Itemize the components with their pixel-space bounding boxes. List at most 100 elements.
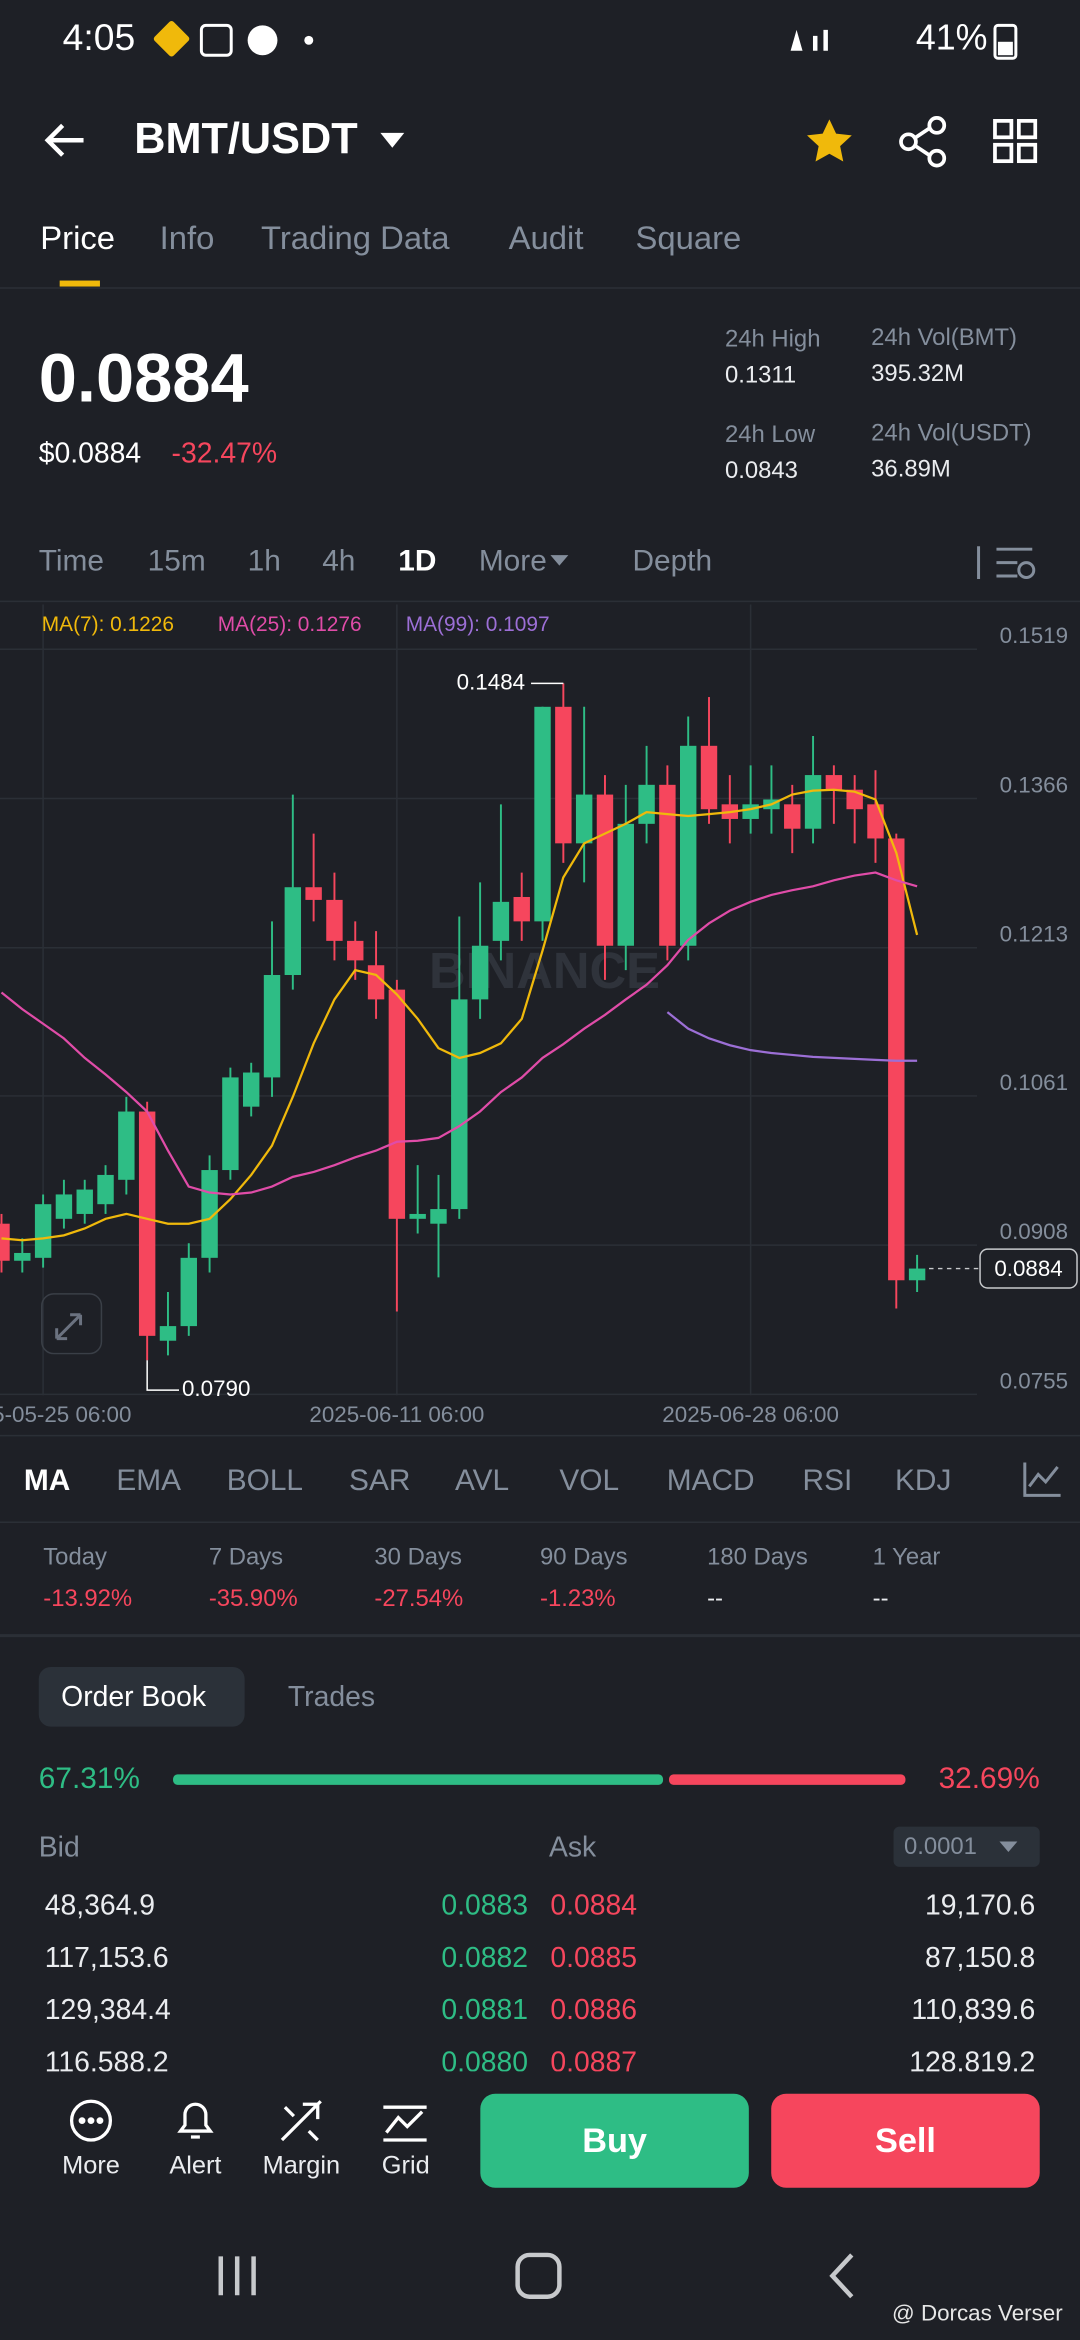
indicator-tab[interactable]: VOL [559, 1464, 619, 1497]
candle-body [784, 804, 801, 829]
trades-tab[interactable]: Trades [288, 1681, 375, 1713]
nav-bar[interactable] [218, 2252, 854, 2299]
expand-button[interactable] [41, 1293, 103, 1355]
max-label: 0.1484 [457, 669, 525, 694]
candle-body [159, 1326, 177, 1341]
period-label: Today [43, 1543, 107, 1570]
y-tick-label: 0.1366 [1000, 772, 1068, 797]
action-label[interactable]: Grid [382, 2152, 430, 2180]
layout-button[interactable] [993, 119, 1038, 164]
buy-button-bg[interactable] [480, 2093, 749, 2188]
price-change: -32.47% [172, 438, 277, 470]
bid-header: Bid [39, 1831, 80, 1863]
candle-body [76, 1189, 93, 1214]
period-change: -1.23% [540, 1585, 616, 1612]
candle-body [242, 1072, 260, 1107]
action-icons[interactable] [69, 2099, 427, 2142]
precision-value[interactable]: 0.0001 [904, 1833, 977, 1860]
candle-body [367, 965, 385, 1000]
more-dropdown[interactable] [550, 555, 569, 566]
candle-body [326, 899, 343, 941]
ma-line [666, 1011, 918, 1062]
status-icons [153, 21, 1018, 60]
bid-quantity: 129,384.4 [45, 1994, 171, 2026]
interval-tab[interactable]: 1D [398, 544, 436, 577]
interval-tab[interactable]: 15m [148, 544, 206, 577]
back-button[interactable] [44, 123, 84, 157]
candle-body [471, 945, 489, 1000]
candle-body [659, 784, 676, 946]
indicator-tab[interactable]: EMA [116, 1464, 181, 1497]
stat-label: 24h High [725, 326, 820, 353]
candle-body [700, 745, 718, 810]
y-tick-label: 0.1519 [1000, 623, 1068, 648]
tab-indicator [59, 280, 100, 287]
x-tick-label: 2025-06-28 06:00 [662, 1402, 839, 1427]
pair-dropdown[interactable] [380, 132, 405, 148]
indicator-tab[interactable]: MACD [667, 1464, 755, 1497]
indicator-tab[interactable]: SAR [349, 1464, 410, 1497]
tab[interactable]: Price [40, 219, 115, 256]
candle-body [305, 887, 322, 900]
interval-tab[interactable]: Depth [632, 544, 712, 577]
tab[interactable]: Audit [509, 219, 584, 256]
candle-body [804, 775, 822, 829]
sell-button-bg[interactable] [771, 2093, 1040, 2188]
order-book-rows: 48,364.9 0.0883 0.0884 19,170.6 117,153.6 0.0… [45, 1890, 1035, 2072]
order-book-tab[interactable]: Order Book [61, 1681, 207, 1713]
ma-legend: MA(7): 0.1226 [42, 613, 174, 636]
ma-line [0, 871, 918, 1196]
tab[interactable]: Trading Data [261, 219, 450, 256]
stat-label: 24h Vol(USDT) [871, 420, 1031, 447]
ma-line [1, 788, 919, 1242]
ma-legend: MA(25): 0.1276 [218, 613, 362, 636]
indicator-tab[interactable]: MA [24, 1464, 70, 1497]
candle-body [388, 989, 406, 1219]
order-book-tab-bg[interactable] [38, 1666, 245, 1727]
expand-icon [55, 1313, 83, 1341]
precision-dropdown[interactable] [999, 1841, 1018, 1853]
tab[interactable]: Info [160, 219, 215, 256]
buy-button[interactable]: Buy [582, 2122, 647, 2160]
interval-tab[interactable]: 4h [322, 544, 355, 577]
last-price-box [979, 1248, 1078, 1289]
stat-value: 0.0843 [725, 457, 798, 484]
sell-button[interactable]: Sell [875, 2122, 936, 2160]
period-change: -- [707, 1585, 723, 1612]
candle-body [888, 838, 905, 1281]
period-label: 180 Days [707, 1543, 808, 1570]
chart-watermark: BINANCE [429, 942, 660, 999]
action-label[interactable]: Alert [169, 2152, 221, 2180]
indicator-tab[interactable]: BOLL [227, 1464, 303, 1497]
ask-price: 0.0886 [550, 1994, 637, 2026]
indicator-tab[interactable]: AVL [455, 1464, 509, 1497]
indicator-settings[interactable] [1009, 1455, 1080, 1506]
action-label[interactable]: More [62, 2152, 120, 2180]
action-label[interactable]: Margin [263, 2152, 340, 2180]
candle-body [825, 775, 843, 790]
indicator-tab[interactable]: RSI [803, 1464, 853, 1497]
interval-tab[interactable]: 1h [248, 544, 281, 577]
pair-title[interactable]: BMT/USDT [134, 115, 357, 163]
interval-tab[interactable]: More [479, 544, 547, 577]
share-button[interactable] [899, 116, 947, 168]
period-change: -27.54% [374, 1585, 463, 1612]
favorite-button[interactable] [807, 119, 852, 162]
tab[interactable]: Square [635, 219, 741, 256]
indicator-tab[interactable]: KDJ [895, 1464, 951, 1497]
candle-body [596, 794, 614, 946]
bid-quantity: 48,364.9 [45, 1890, 155, 1922]
interval-tab[interactable]: Time [39, 544, 104, 577]
candle-body [867, 804, 884, 839]
candle-body [492, 901, 510, 941]
chart-settings[interactable] [977, 546, 1036, 580]
ask-price: 0.0885 [550, 1942, 637, 1974]
status-time: 4:05 [63, 16, 136, 58]
x-tick-label: 2025-06-11 06:00 [309, 1402, 484, 1427]
candle-body [138, 1111, 156, 1336]
precision-select[interactable] [893, 1826, 1040, 1867]
stat-value: 0.1311 [725, 361, 796, 388]
ask-quantity: 19,170.6 [925, 1890, 1035, 1922]
